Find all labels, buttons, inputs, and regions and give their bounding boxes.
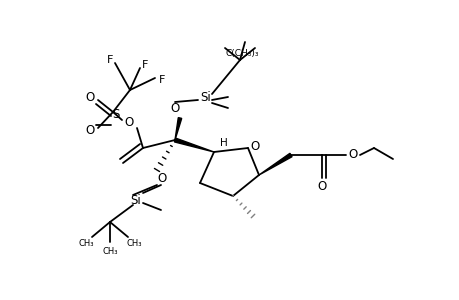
Polygon shape (174, 138, 213, 152)
Polygon shape (258, 153, 291, 175)
Text: F: F (106, 55, 113, 65)
Text: Si: Si (130, 194, 141, 206)
Text: F: F (158, 75, 165, 85)
Text: CH₃: CH₃ (102, 248, 118, 256)
Text: H: H (220, 138, 227, 148)
Text: O: O (250, 140, 259, 152)
Text: O: O (85, 124, 95, 137)
Text: O: O (317, 181, 326, 194)
Text: O: O (157, 172, 166, 185)
Text: S: S (112, 109, 119, 122)
Polygon shape (174, 118, 181, 140)
Text: CH₃: CH₃ (126, 239, 141, 248)
Text: O: O (347, 148, 357, 161)
Text: CH₃: CH₃ (78, 239, 94, 248)
Text: O: O (124, 116, 133, 130)
Text: Si: Si (200, 91, 211, 103)
Text: O: O (170, 103, 179, 116)
Text: F: F (141, 60, 148, 70)
Text: O: O (85, 91, 95, 103)
Text: C(CH₃)₃: C(CH₃)₃ (225, 49, 258, 58)
